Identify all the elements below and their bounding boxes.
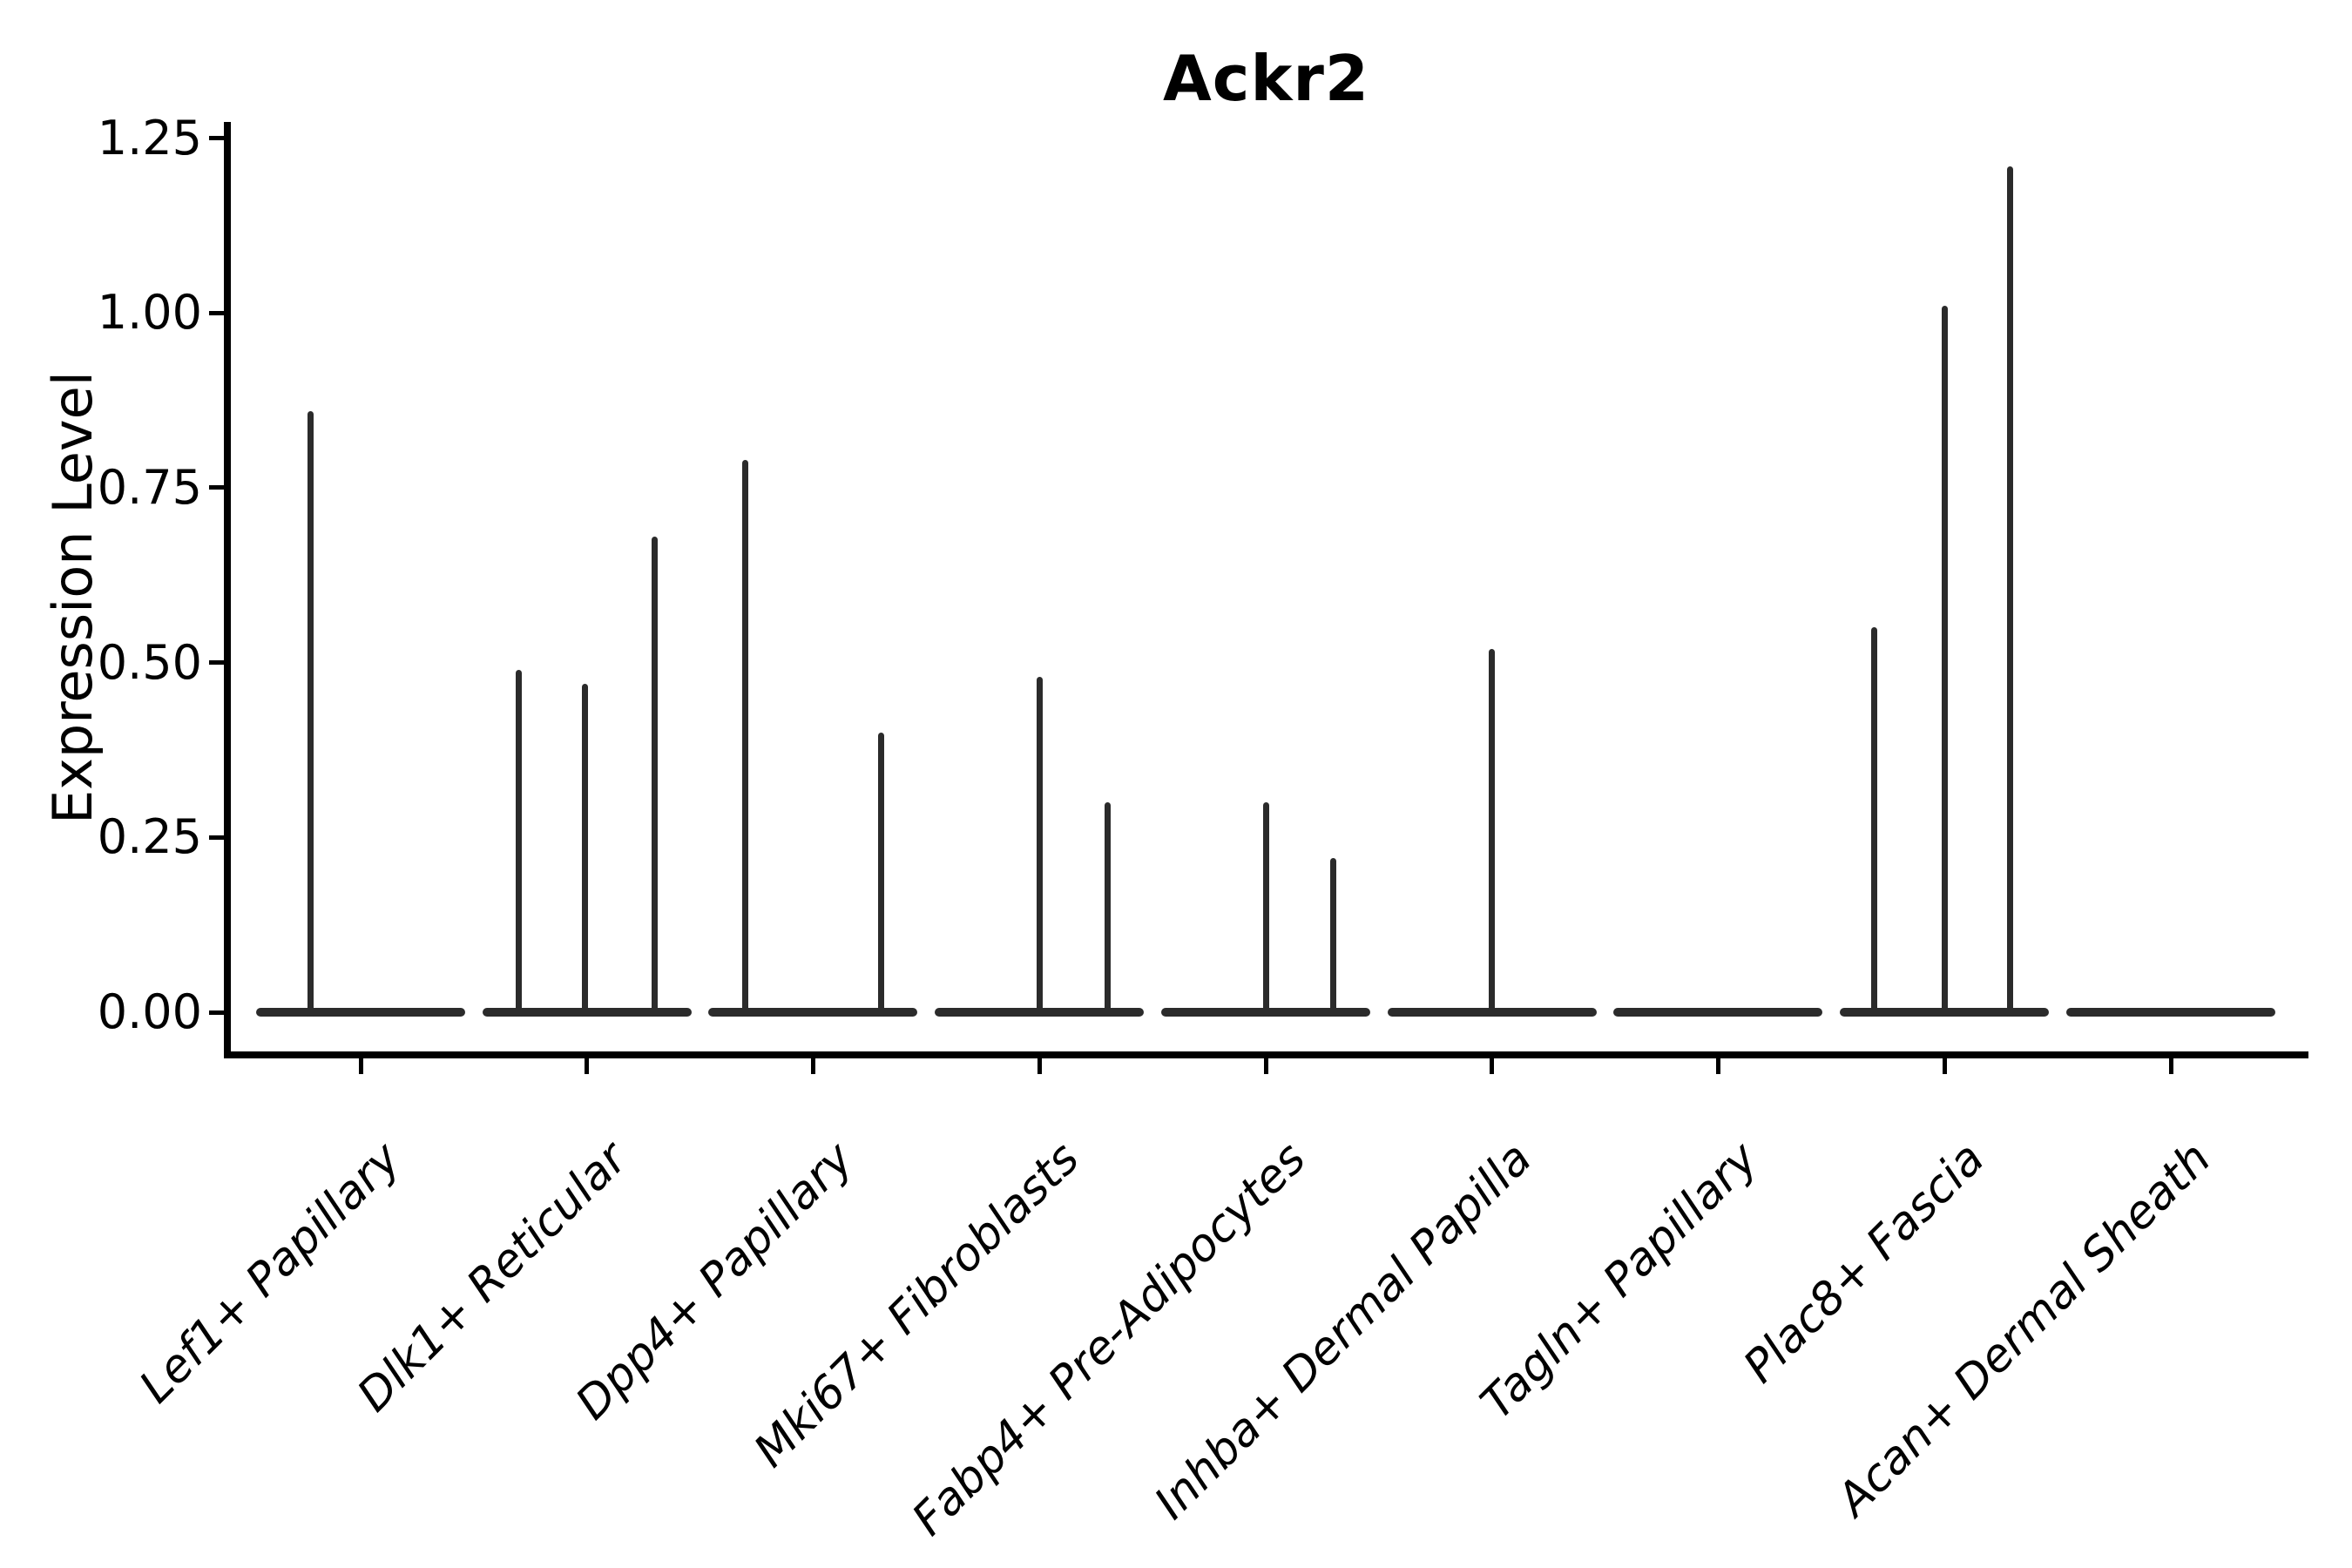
expression-spike: [1489, 648, 1496, 1017]
y-tick: [209, 310, 224, 315]
violin-baseline: [708, 1008, 918, 1017]
plot-title: Ackr2: [1163, 42, 1369, 115]
expression-spike: [581, 683, 588, 1017]
x-tick: [1037, 1058, 1042, 1074]
expression-spike: [1941, 306, 1948, 1017]
expression-spike: [1262, 802, 1269, 1017]
violin-baseline: [255, 1008, 465, 1017]
expression-spike: [1330, 858, 1337, 1017]
y-axis-title: Expression Level: [41, 371, 105, 824]
x-axis-spine: [224, 1051, 2308, 1058]
y-tick: [209, 660, 224, 666]
expression-spike: [516, 669, 523, 1017]
y-tick: [209, 485, 224, 490]
y-tick-label: 0.00: [97, 984, 202, 1039]
x-tick: [811, 1058, 815, 1074]
x-tick: [1490, 1058, 1495, 1074]
x-tick: [358, 1058, 363, 1074]
x-axis-category-label: Plac8+ Fascia: [1734, 1132, 1995, 1394]
expression-spike: [1871, 627, 1878, 1017]
expression-spike: [2007, 166, 2014, 1017]
x-axis-category-label: Fabp4+ Pre-Adipocytes: [902, 1132, 1316, 1546]
y-tick-label: 1.25: [97, 110, 202, 166]
y-tick-label: 0.75: [97, 459, 202, 515]
y-tick: [209, 136, 224, 140]
x-tick: [2168, 1058, 2173, 1074]
violin-baseline: [2065, 1008, 2275, 1017]
x-tick: [585, 1058, 590, 1074]
expression-spike: [877, 732, 884, 1017]
y-tick-label: 1.00: [97, 285, 202, 341]
x-axis-category-label: Acan+ Dermal Sheath: [1827, 1132, 2221, 1526]
x-tick: [1716, 1058, 1720, 1074]
y-axis-spine: [224, 122, 231, 1058]
x-tick: [1263, 1058, 1268, 1074]
x-tick: [1942, 1058, 1947, 1074]
y-tick-label: 0.50: [97, 634, 202, 690]
violin-baseline: [1613, 1008, 1823, 1017]
expression-spike: [742, 459, 749, 1017]
expression-spike: [308, 410, 314, 1017]
x-axis-category-label: Inhba+ Dermal Papilla: [1145, 1132, 1543, 1530]
y-tick-label: 0.25: [97, 809, 202, 865]
y-tick: [209, 1010, 224, 1015]
y-tick: [209, 835, 224, 840]
expression-spike: [652, 537, 659, 1017]
expression-spike: [1036, 676, 1043, 1017]
expression-spike: [1104, 802, 1111, 1017]
